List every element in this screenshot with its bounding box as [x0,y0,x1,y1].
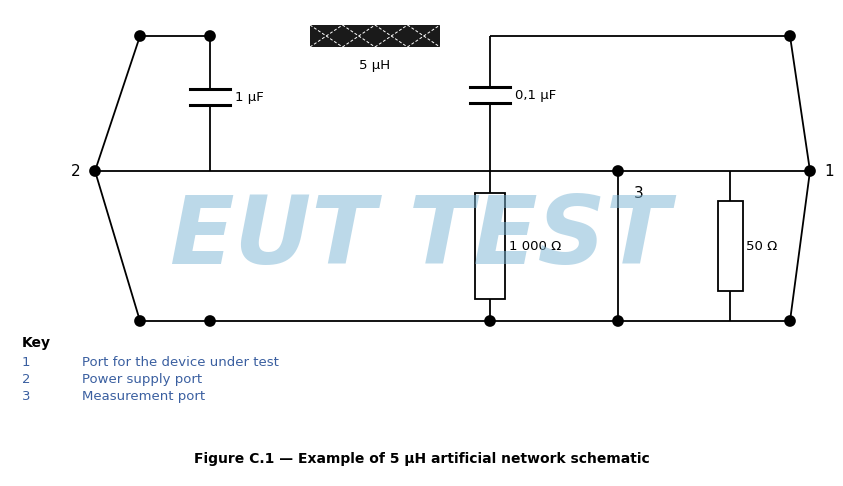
Circle shape [805,166,815,176]
Text: 1: 1 [824,163,834,178]
Text: 3: 3 [634,186,644,201]
Text: 1 000 Ω: 1 000 Ω [509,240,561,253]
Text: 1: 1 [22,356,30,369]
Circle shape [135,31,145,41]
Circle shape [135,316,145,326]
Text: 5 μH: 5 μH [359,59,390,72]
Text: Power supply port: Power supply port [82,373,202,386]
Text: EUT TEST: EUT TEST [170,192,670,284]
Text: 0,1 μF: 0,1 μF [515,89,556,103]
Text: 2: 2 [22,373,30,386]
Circle shape [613,166,623,176]
Circle shape [205,316,215,326]
Circle shape [90,166,100,176]
Bar [475,193,505,298]
Bar [310,25,440,47]
Text: 3: 3 [22,390,30,403]
Text: Key: Key [22,336,51,350]
Circle shape [205,31,215,41]
Text: Port for the device under test: Port for the device under test [82,356,279,369]
Circle shape [785,316,795,326]
Circle shape [485,316,495,326]
Text: 2: 2 [72,163,81,178]
Text: Figure C.1 — Example of 5 μH artificial network schematic: Figure C.1 — Example of 5 μH artificial … [194,452,650,466]
Text: Measurement port: Measurement port [82,390,205,403]
Circle shape [785,31,795,41]
Circle shape [613,316,623,326]
Text: 1 μF: 1 μF [235,91,264,104]
Bar [717,201,743,291]
Text: 50 Ω: 50 Ω [747,240,778,253]
